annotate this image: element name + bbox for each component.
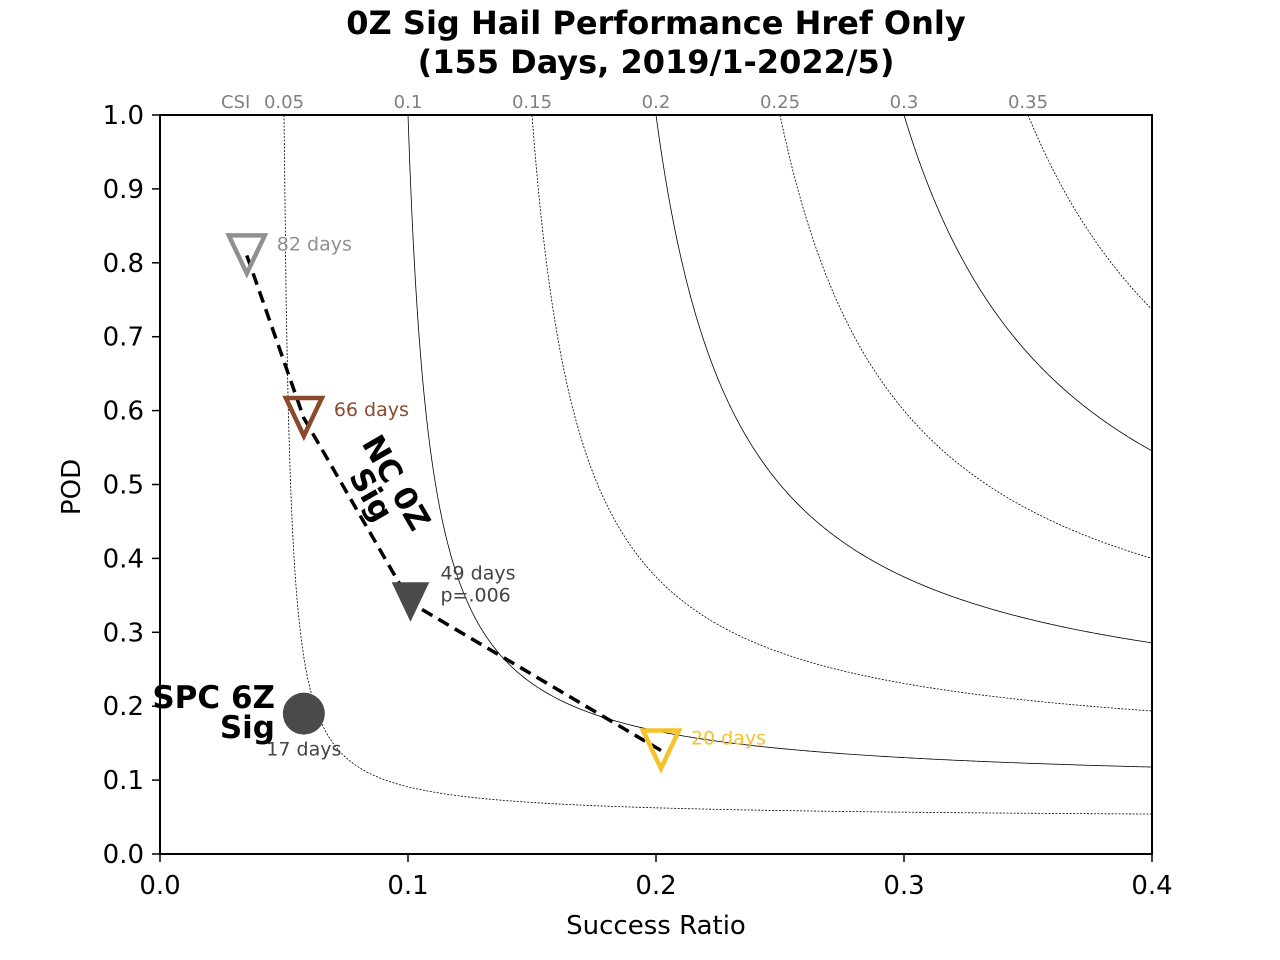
y-axis-label: POD — [57, 459, 87, 515]
csi-contour-label: 0.25 — [760, 92, 800, 113]
y-tick-label: 1.0 — [103, 101, 144, 131]
csi-contour-label: 0.3 — [890, 92, 919, 113]
nc-series-dashed-line — [245, 254, 662, 753]
csi-title-label: CSI — [221, 92, 250, 113]
csi-contour-label: 0.05 — [264, 92, 304, 113]
csi-contour-label: 0.35 — [1008, 92, 1048, 113]
csi-contour-0.3 — [903, 114, 1153, 452]
triangle-marker — [639, 728, 683, 774]
data-markers — [225, 233, 683, 774]
chart-subtitle: (155 Days, 2019/1-2022/5) — [418, 43, 895, 81]
x-tick-label: 0.0 — [139, 871, 180, 901]
csi-contour-0.35 — [1027, 114, 1153, 310]
x-tick-label: 0.2 — [635, 871, 676, 901]
triangle-marker — [282, 395, 326, 442]
y-tick-label: 0.7 — [103, 323, 144, 353]
circle-marker — [282, 692, 325, 735]
csi-contours — [283, 114, 1153, 815]
y-axis-ticks: 0.0 0.1 0.2 0.3 0.4 0.5 0.6 0.7 0.8 0.9 1.0 — [103, 101, 160, 870]
y-tick-label: 0.4 — [103, 544, 144, 574]
csi-contour-0.05 — [283, 114, 1153, 815]
spc-series-label-line1: SPC 6Z — [152, 680, 275, 716]
x-tick-label: 0.1 — [387, 871, 428, 901]
triangle-marker — [225, 233, 269, 279]
point-label: 66 days — [334, 399, 409, 421]
y-tick-label: 0.8 — [103, 249, 144, 279]
csi-contour-0.1 — [407, 114, 1153, 768]
csi-contour-labels: CSI 0.05 0.1 0.15 0.2 0.25 0.3 0.35 — [221, 92, 1048, 113]
series-lines — [245, 254, 662, 753]
chart-title: 0Z Sig Hail Performance Href Only — [346, 4, 966, 42]
point-label: 20 days — [691, 728, 766, 750]
y-tick-label: 0.2 — [103, 692, 144, 722]
y-tick-label: 0.1 — [103, 766, 144, 796]
csi-contour-0.2 — [655, 114, 1153, 644]
x-axis-label: Success Ratio — [566, 911, 746, 941]
y-tick-label: 0.5 — [103, 471, 144, 501]
x-axis-ticks: 0.0 0.1 0.2 0.3 0.4 — [139, 854, 1173, 901]
spc-series-label-line2: Sig — [220, 710, 275, 746]
csi-contour-0.25 — [779, 114, 1153, 559]
csi-contour-label: 0.1 — [394, 92, 423, 113]
y-tick-label: 0.6 — [103, 397, 144, 427]
point-label: 17 days — [266, 739, 341, 761]
csi-contour-label: 0.2 — [642, 92, 671, 113]
x-tick-label: 0.3 — [883, 871, 924, 901]
x-tick-label: 0.4 — [1131, 871, 1172, 901]
triangle-marker — [391, 582, 430, 622]
point-label: 82 days — [277, 233, 352, 255]
y-tick-label: 0.0 — [103, 840, 144, 870]
point-label: 49 days — [440, 563, 515, 585]
csi-contour-0.15 — [531, 114, 1153, 712]
y-tick-label: 0.9 — [103, 175, 144, 205]
csi-contour-label: 0.15 — [512, 92, 552, 113]
point-label-pvalue: p=.006 — [440, 585, 510, 607]
y-tick-label: 0.3 — [103, 618, 144, 648]
